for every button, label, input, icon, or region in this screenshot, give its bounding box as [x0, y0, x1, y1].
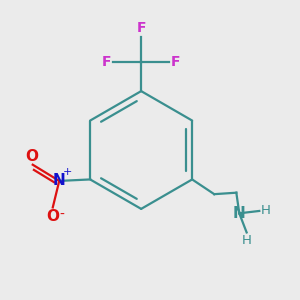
Text: +: +	[63, 167, 72, 177]
Text: -: -	[59, 208, 64, 222]
Text: O: O	[46, 209, 59, 224]
Text: F: F	[171, 55, 180, 69]
Text: O: O	[25, 149, 38, 164]
Text: F: F	[136, 21, 146, 35]
Text: H: H	[261, 205, 271, 218]
Text: F: F	[102, 55, 112, 69]
Text: N: N	[53, 173, 66, 188]
Text: N: N	[233, 206, 246, 221]
Text: H: H	[242, 234, 252, 247]
